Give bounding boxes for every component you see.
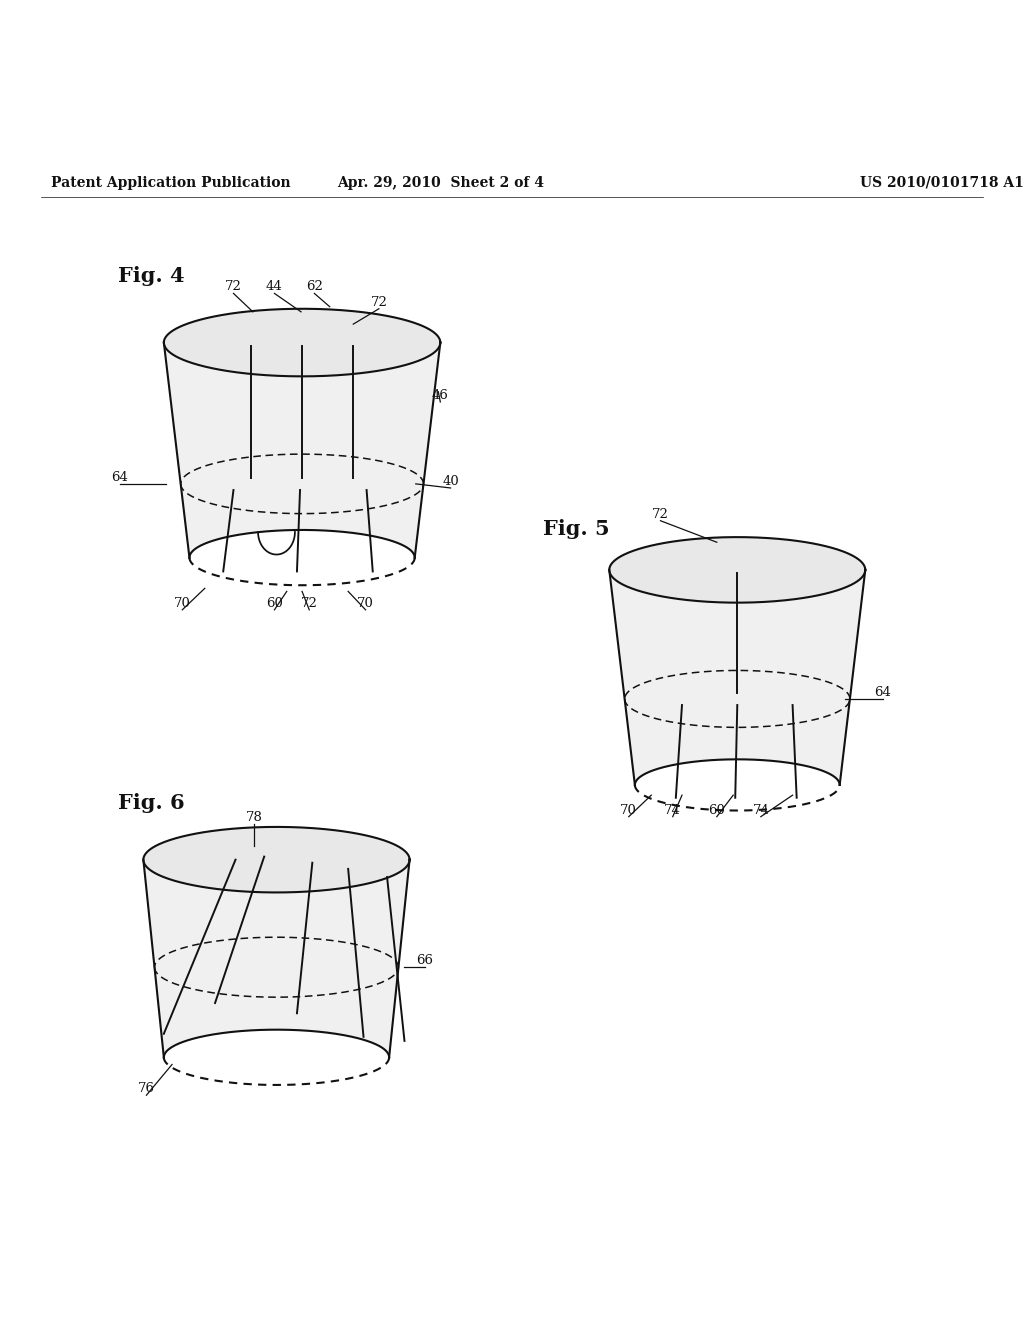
Text: 72: 72 bbox=[225, 280, 242, 293]
Polygon shape bbox=[143, 859, 410, 1057]
Text: 66: 66 bbox=[417, 954, 433, 968]
Text: 70: 70 bbox=[621, 804, 637, 817]
Text: 64: 64 bbox=[874, 686, 891, 698]
Text: Fig. 4: Fig. 4 bbox=[118, 267, 184, 286]
Text: Fig. 5: Fig. 5 bbox=[543, 519, 609, 539]
Text: Patent Application Publication: Patent Application Publication bbox=[51, 176, 291, 190]
Text: 60: 60 bbox=[709, 804, 725, 817]
Text: 70: 70 bbox=[357, 597, 374, 610]
Text: 70: 70 bbox=[174, 597, 190, 610]
Polygon shape bbox=[609, 537, 865, 603]
Text: 46: 46 bbox=[432, 389, 449, 403]
Text: 72: 72 bbox=[371, 296, 387, 309]
Text: 76: 76 bbox=[138, 1082, 155, 1096]
Text: 78: 78 bbox=[246, 810, 262, 824]
Text: 40: 40 bbox=[442, 475, 459, 488]
Text: 74: 74 bbox=[665, 804, 681, 817]
Text: 74: 74 bbox=[753, 804, 769, 817]
Text: 72: 72 bbox=[301, 597, 317, 610]
Text: 64: 64 bbox=[112, 471, 128, 484]
Text: 60: 60 bbox=[266, 597, 283, 610]
Text: Fig. 6: Fig. 6 bbox=[118, 793, 184, 813]
Polygon shape bbox=[164, 343, 440, 557]
Text: 44: 44 bbox=[266, 280, 283, 293]
Text: 72: 72 bbox=[652, 508, 669, 520]
Text: 62: 62 bbox=[306, 280, 323, 293]
Text: Apr. 29, 2010  Sheet 2 of 4: Apr. 29, 2010 Sheet 2 of 4 bbox=[337, 176, 544, 190]
Text: US 2010/0101718 A1: US 2010/0101718 A1 bbox=[860, 176, 1024, 190]
Polygon shape bbox=[143, 826, 410, 892]
Polygon shape bbox=[609, 570, 865, 785]
Polygon shape bbox=[164, 309, 440, 376]
